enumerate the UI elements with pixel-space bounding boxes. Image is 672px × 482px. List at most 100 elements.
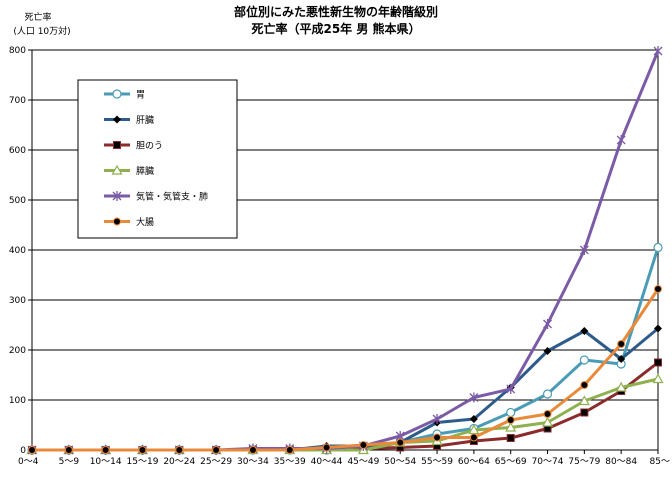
- legend-item: 大腸: [104, 216, 154, 228]
- x-tick-label: 20〜24: [163, 457, 195, 467]
- data-point: [469, 415, 478, 423]
- legend-label: 膵臓: [136, 166, 154, 177]
- legend-swatch-marker: [113, 141, 121, 149]
- data-point: [359, 441, 368, 449]
- y-tick-label: 0: [20, 446, 26, 456]
- y-tick-label: 100: [9, 396, 26, 406]
- data-point: [506, 416, 515, 424]
- series-3: [26, 373, 664, 455]
- data-point: [64, 446, 73, 454]
- chart-subtitle: 死亡率（平成25年 男 熊本県）: [251, 21, 420, 36]
- data-point: [617, 340, 626, 348]
- x-tick-label: 50〜54: [384, 457, 416, 467]
- x-tick-label: 5〜9: [59, 457, 80, 467]
- legend-item: 胆のう: [104, 141, 163, 152]
- legend-label: 気管・気管支・肺: [136, 191, 208, 203]
- data-point: [432, 414, 442, 424]
- legend-label: 肝臓: [136, 115, 154, 126]
- data-point: [469, 392, 479, 403]
- data-point: [506, 434, 515, 442]
- data-point: [580, 327, 589, 335]
- x-tick-label: 55〜59: [421, 457, 453, 467]
- data-point: [248, 446, 257, 454]
- data-point: [653, 46, 663, 56]
- x-tick-label: 0〜4: [18, 457, 39, 467]
- data-point: [578, 395, 590, 406]
- series-line: [32, 361, 659, 452]
- x-tick-label: 10〜14: [90, 457, 122, 467]
- y-tick-label: 400: [9, 246, 26, 256]
- y-axis-unit: (人口 10万対): [13, 25, 70, 37]
- legend-swatch-marker: [113, 115, 121, 124]
- data-point: [506, 384, 516, 394]
- data-point: [579, 245, 589, 255]
- series-line: [32, 327, 659, 452]
- data-point: [322, 443, 331, 452]
- data-point: [615, 381, 627, 392]
- legend-swatch-marker: [113, 217, 121, 226]
- x-tick-label: 35〜39: [274, 457, 306, 467]
- data-point: [28, 446, 36, 454]
- data-point: [543, 319, 552, 329]
- data-point: [654, 324, 662, 333]
- data-point: [654, 285, 662, 293]
- data-point: [579, 355, 589, 365]
- chart-title: 部位別にみた悪性新生物の年齢階級別: [234, 4, 438, 19]
- series-group: [26, 46, 664, 455]
- legend-label: 大腸: [136, 216, 154, 228]
- x-tick-label: 65〜69: [495, 457, 527, 467]
- y-tick-label: 700: [9, 96, 26, 106]
- series-5: [28, 285, 662, 454]
- data-point: [506, 407, 516, 418]
- series-0: [27, 242, 663, 455]
- legend-label: 胃: [136, 90, 145, 101]
- legend-swatch-marker: [112, 191, 122, 201]
- x-tick-label: 60〜64: [458, 457, 490, 467]
- data-point: [433, 433, 442, 442]
- x-tick-label: 15〜19: [127, 457, 159, 467]
- legend-label: 胆のう: [136, 141, 163, 152]
- y-axis-label: 死亡率: [24, 11, 51, 23]
- data-point: [653, 242, 663, 253]
- legend-swatch-marker: [111, 164, 123, 175]
- data-point: [542, 389, 553, 399]
- data-point: [542, 416, 554, 427]
- data-point: [285, 446, 294, 454]
- data-point: [580, 381, 589, 389]
- data-point: [469, 433, 478, 442]
- x-tick-label: 25〜29: [200, 457, 232, 467]
- y-tick-label: 200: [9, 346, 26, 356]
- legend-item: 胃: [104, 89, 145, 101]
- legend-item: 気管・気管支・肺: [104, 191, 208, 203]
- x-tick-label: 80〜84: [605, 457, 637, 467]
- data-point: [138, 446, 147, 454]
- legend-item: 膵臓: [104, 164, 154, 177]
- data-point: [543, 410, 552, 418]
- data-point: [617, 355, 626, 363]
- data-point: [212, 446, 221, 454]
- x-tick-label: 70〜74: [532, 457, 564, 467]
- data-point: [652, 373, 664, 384]
- x-tick-label: 30〜34: [237, 457, 269, 467]
- series-line: [32, 288, 660, 452]
- data-point: [396, 438, 405, 447]
- x-tick-label: 75〜79: [568, 457, 600, 467]
- legend-item: 肝臓: [104, 115, 154, 126]
- y-tick-label: 800: [9, 46, 26, 56]
- data-point: [543, 347, 552, 355]
- data-point: [654, 358, 662, 367]
- series-line: [32, 247, 660, 452]
- series-2: [28, 358, 662, 454]
- data-point: [580, 408, 589, 417]
- data-point: [505, 421, 517, 432]
- x-tick-label: 85〜: [650, 457, 670, 467]
- y-tick-label: 600: [9, 146, 26, 156]
- data-point: [616, 135, 626, 145]
- series-1: [28, 324, 662, 454]
- y-tick-label: 300: [9, 296, 26, 306]
- data-point: [175, 446, 184, 454]
- series-line: [32, 377, 659, 452]
- legend-box: [77, 79, 238, 239]
